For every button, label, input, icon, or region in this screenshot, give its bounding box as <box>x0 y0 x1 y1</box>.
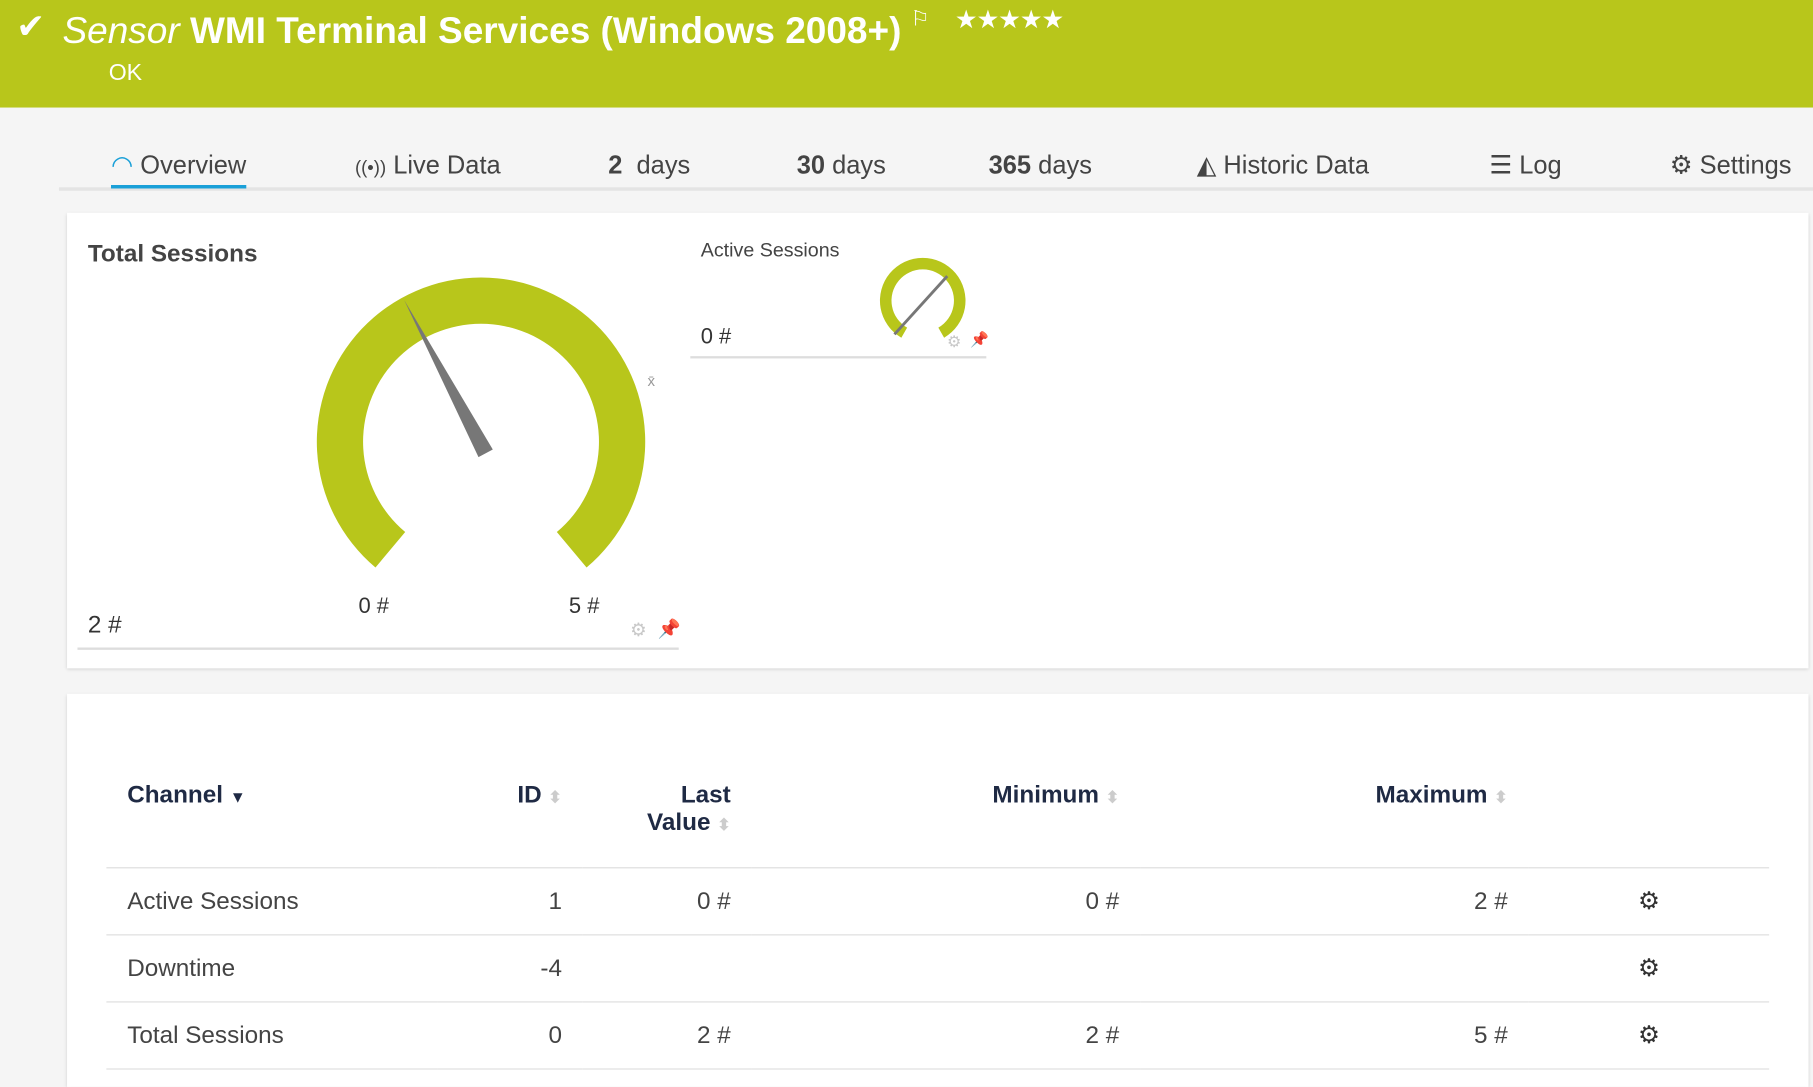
tab-label: Overview <box>140 150 247 180</box>
title-text: WMI Terminal Services (Windows 2008+) <box>189 9 902 51</box>
cell-minimum <box>751 934 1141 1002</box>
area-chart-icon: ◭ <box>1196 150 1217 180</box>
tab-overview[interactable]: ◠ Overview <box>111 150 247 189</box>
priority-stars[interactable]: ★★★★★ <box>954 4 1064 34</box>
tab-label: days <box>1038 150 1092 180</box>
sort-icon: ⬍ <box>548 787 562 806</box>
gauge-arc <box>879 257 966 338</box>
active-sessions-value: 0 # <box>700 324 732 350</box>
tab-settings[interactable]: ⚙ Settings <box>1670 150 1792 180</box>
total-sessions-gauge <box>316 277 646 568</box>
tab-label: Settings <box>1699 150 1792 180</box>
cell-maximum: 2 # <box>1140 867 1529 935</box>
divider <box>690 356 987 359</box>
cell-minimum: 2 # <box>751 1001 1141 1070</box>
col-maximum[interactable]: Maximum ⬍ <box>1140 775 1529 868</box>
cell-last <box>582 934 752 1002</box>
cell-id: 0 <box>437 1001 583 1070</box>
header-label: Minimum <box>992 781 1099 809</box>
tab-2-days[interactable]: 2 days <box>608 150 690 180</box>
tab-historic-data[interactable]: ◭ Historic Data <box>1197 150 1369 180</box>
table-row[interactable]: Active Sessions 1 0 # 0 # 2 # ⚙ <box>106 867 1770 935</box>
header-label: Value <box>647 809 711 837</box>
tab-label: Live Data <box>393 150 501 180</box>
sort-icon: ⬍ <box>717 815 731 834</box>
cell-minimum: 0 # <box>751 867 1141 935</box>
header-label: Maximum <box>1375 781 1488 809</box>
channels-table: Channel ▼ ID ⬍ Last Value ⬍ Minimum ⬍ Max… <box>106 775 1770 1070</box>
tab-label: days <box>832 150 886 180</box>
cell-last: 0 # <box>582 867 752 935</box>
total-sessions-value: 2 # <box>87 611 122 639</box>
col-actions <box>1529 775 1770 868</box>
sensor-title: Sensor WMI Terminal Services (Windows 20… <box>62 9 901 52</box>
header-label: ID <box>517 781 542 809</box>
divider <box>77 647 679 650</box>
table-row[interactable]: Total Sessions 0 2 # 2 # 5 # ⚙ <box>106 1001 1770 1070</box>
col-last-value[interactable]: Last Value ⬍ <box>583 775 752 868</box>
gear-icon[interactable]: ⚙ <box>630 620 647 641</box>
tab-live-data[interactable]: ((•)) Live Data <box>355 150 501 180</box>
cell-id: 1 <box>437 867 583 935</box>
active-sessions-gauge <box>879 257 966 338</box>
gauge-needle <box>893 275 949 336</box>
cell-maximum <box>1140 934 1529 1002</box>
tab-num: 365 <box>988 150 1032 180</box>
pin-icon[interactable]: 📌 <box>657 619 681 640</box>
cell-last: 2 # <box>582 1001 752 1070</box>
gear-icon: ⚙ <box>1669 150 1693 180</box>
sensor-header: ✔ Sensor WMI Terminal Services (Windows … <box>0 0 1813 108</box>
tab-label: days <box>636 150 691 180</box>
cell-channel[interactable]: Active Sessions <box>106 867 438 935</box>
total-sessions-title: Total Sessions <box>87 240 258 268</box>
active-sessions-title: Active Sessions <box>700 239 840 262</box>
tab-log[interactable]: ☰ Log <box>1489 150 1561 180</box>
gauge-icon: ◠ <box>111 150 134 180</box>
table-header: Channel ▼ ID ⬍ Last Value ⬍ Minimum ⬍ Max… <box>106 775 1769 868</box>
cell-id: -4 <box>437 934 583 1002</box>
cell-channel[interactable]: Downtime <box>106 934 438 1002</box>
average-marker: x̄ <box>647 372 656 390</box>
tab-bar: ◠ Overview ((•)) Live Data 2 days 30 day… <box>58 141 1813 191</box>
gear-icon[interactable]: ⚙ <box>947 331 962 351</box>
gears-icon[interactable]: ⚙ <box>1528 1001 1770 1070</box>
tab-365-days[interactable]: 365 days <box>989 150 1092 180</box>
header-label: Channel <box>127 781 223 809</box>
sort-icon: ⬍ <box>1105 787 1120 806</box>
cell-channel[interactable]: Total Sessions <box>106 1001 438 1070</box>
tab-30-days[interactable]: 30 days <box>797 150 886 180</box>
col-channel[interactable]: Channel ▼ <box>106 775 437 868</box>
tab-num: 30 <box>796 150 826 180</box>
header-label: Last <box>680 781 731 809</box>
col-minimum[interactable]: Minimum ⬍ <box>752 775 1141 868</box>
status-text: OK <box>108 60 143 86</box>
gauge-min-label: 0 # <box>358 594 390 619</box>
title-prefix: Sensor <box>62 9 180 51</box>
gauge-arc <box>316 277 646 568</box>
gauge-needle <box>404 300 493 458</box>
cell-maximum: 5 # <box>1140 1001 1529 1070</box>
gears-icon[interactable]: ⚙ <box>1528 934 1770 1002</box>
table-row[interactable]: Downtime -4 ⚙ <box>106 934 1770 1002</box>
gears-icon[interactable]: ⚙ <box>1528 867 1770 935</box>
broadcast-icon: ((•)) <box>354 158 387 179</box>
pin-icon[interactable]: 📌 <box>970 330 989 349</box>
caret-down-icon: ▼ <box>229 787 246 806</box>
tab-label: Historic Data <box>1223 150 1370 180</box>
list-icon: ☰ <box>1489 150 1513 180</box>
title-row: Sensor WMI Terminal Services (Windows 20… <box>62 5 1064 52</box>
flag-icon[interactable]: ⚐ <box>910 6 930 31</box>
gauges-panel: Total Sessions x̄ 0 # 5 # 2 # ⚙ 📌 Active… <box>67 212 1809 669</box>
gauge-max-label: 5 # <box>568 594 600 619</box>
tab-label: Log <box>1519 150 1562 180</box>
col-id[interactable]: ID ⬍ <box>437 775 583 868</box>
check-icon: ✔ <box>16 8 46 47</box>
sort-icon: ⬍ <box>1494 787 1508 806</box>
tab-num: 2 <box>608 150 623 180</box>
